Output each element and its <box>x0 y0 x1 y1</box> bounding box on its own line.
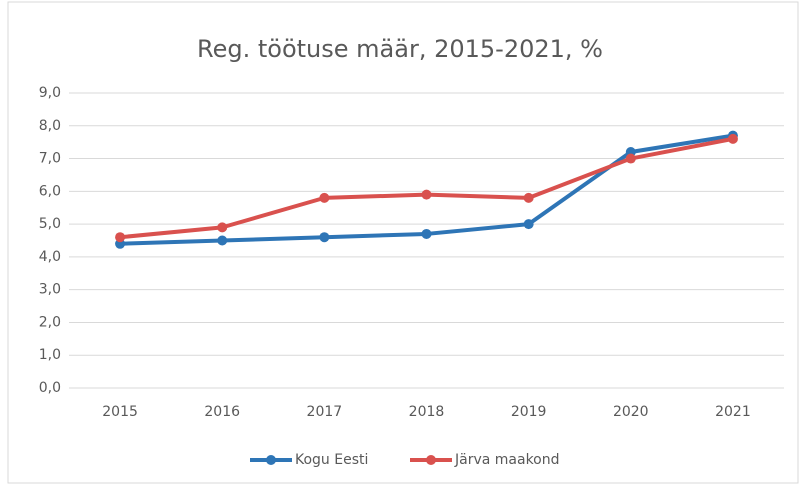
legend-marker <box>266 455 276 465</box>
y-tick-label: 8,0 <box>39 118 61 134</box>
point <box>727 133 738 144</box>
point <box>115 232 126 243</box>
x-tick-label: 2016 <box>204 404 240 420</box>
y-tick-label: 0,0 <box>39 380 61 396</box>
point <box>421 228 432 239</box>
y-tick-label: 3,0 <box>39 282 61 298</box>
point <box>523 219 534 230</box>
point <box>625 153 636 164</box>
point <box>319 232 330 243</box>
point <box>421 189 432 200</box>
x-tick-label: 2018 <box>409 404 445 420</box>
point <box>523 192 534 203</box>
point <box>319 192 330 203</box>
x-tick-label: 2020 <box>613 404 649 420</box>
x-tick-label: 2019 <box>511 404 547 420</box>
legend-marker <box>426 455 436 465</box>
y-tick-label: 6,0 <box>39 183 61 199</box>
y-tick-label: 9,0 <box>39 85 61 101</box>
y-tick-label: 7,0 <box>39 151 61 167</box>
y-tick-label: 2,0 <box>39 314 61 330</box>
x-tick-label: 2015 <box>102 404 138 420</box>
point <box>217 222 228 233</box>
legend-label: Järva maakond <box>454 452 560 468</box>
y-tick-label: 4,0 <box>39 249 61 265</box>
legend-label: Kogu Eesti <box>295 452 368 468</box>
x-tick-label: 2017 <box>307 404 343 420</box>
point <box>217 235 228 246</box>
y-tick-label: 1,0 <box>39 347 61 363</box>
y-tick-label: 5,0 <box>39 216 61 232</box>
x-tick-label: 2021 <box>715 404 751 420</box>
chart-title: Reg. töötuse määr, 2015-2021, % <box>197 35 603 63</box>
